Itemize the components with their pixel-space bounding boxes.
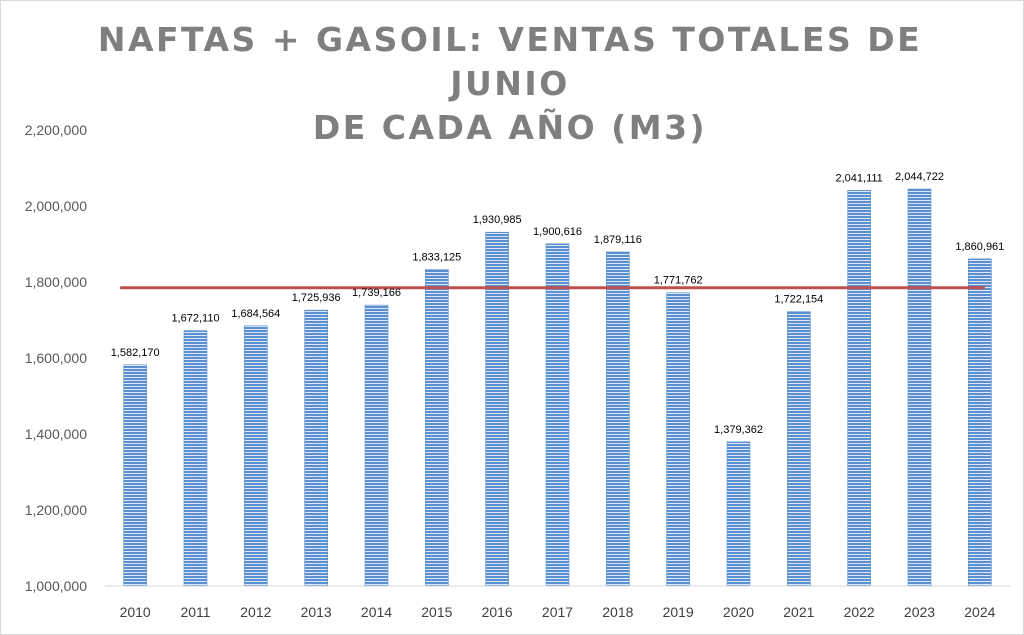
- y-tick-label: 1,600,000: [25, 350, 87, 366]
- y-tick-label: 1,000,000: [25, 578, 87, 594]
- x-tick-label: 2020: [723, 604, 754, 620]
- x-tick-label: 2019: [663, 604, 694, 620]
- data-label: 1,900,616: [533, 226, 582, 238]
- data-label: 1,771,762: [654, 275, 703, 287]
- x-tick-label: 2011: [180, 604, 210, 620]
- bar: [123, 364, 147, 587]
- bar: [425, 269, 449, 587]
- data-label: 1,582,170: [111, 347, 160, 359]
- bar: [666, 292, 690, 587]
- bars: [123, 188, 992, 587]
- data-label: 1,379,362: [714, 424, 763, 436]
- y-tick-label: 2,000,000: [25, 198, 87, 214]
- bar: [244, 325, 268, 587]
- bar: [968, 258, 992, 587]
- data-label: 1,684,564: [231, 308, 280, 320]
- bar: [364, 304, 389, 587]
- bar: [787, 311, 811, 587]
- x-tick-label: 2010: [120, 604, 151, 620]
- data-label: 2,044,722: [895, 171, 944, 183]
- chart-title-line-1: NAFTAS + GASOIL: VENTAS TOTALES DE JUNIO: [97, 20, 923, 103]
- x-tick-label: 2015: [421, 604, 452, 620]
- data-label: 1,860,961: [955, 241, 1004, 253]
- data-labels: 1,582,170 1,672,110 1,684,564 1,725,936 1,73…: [111, 171, 1005, 436]
- x-tick-label: 2021: [783, 604, 814, 620]
- x-tick-label: 2023: [904, 604, 935, 620]
- data-label: 1,833,125: [412, 251, 461, 263]
- x-tick-label: 2013: [301, 604, 332, 620]
- x-tick-label: 2012: [240, 604, 271, 620]
- y-axis: 1,000,000 1,200,000 1,400,000 1,600,000 1,80…: [25, 122, 87, 594]
- data-label: 2,041,111: [836, 172, 883, 184]
- x-tick-label: 2014: [361, 604, 392, 620]
- x-tick-label: 2022: [844, 604, 875, 620]
- bar: [847, 190, 871, 587]
- bar: [907, 188, 932, 587]
- x-tick-label: 2018: [602, 604, 633, 620]
- data-label: 1,672,110: [171, 313, 219, 325]
- data-label: 1,879,116: [594, 234, 642, 246]
- x-tick-label: 2016: [482, 604, 513, 620]
- chart-title: NAFTAS + GASOIL: VENTAS TOTALES DE JUNIO…: [80, 18, 940, 150]
- chart-title-line-2: DE CADA AÑO (M3): [312, 108, 708, 147]
- bar: [726, 441, 751, 587]
- y-tick-label: 1,400,000: [25, 426, 87, 442]
- data-label: 1,725,936: [292, 292, 341, 304]
- bar: [545, 243, 570, 587]
- data-label: 1,930,985: [473, 214, 522, 226]
- bar: [606, 251, 630, 587]
- y-tick-label: 2,200,000: [25, 122, 87, 138]
- data-label: 1,739,166: [352, 287, 401, 299]
- bar: [304, 309, 328, 587]
- x-tick-label: 2024: [964, 604, 995, 620]
- y-tick-label: 1,800,000: [25, 274, 87, 290]
- x-axis: 2010 2011 2012 2013 2014 2015 2016 2017 2018 2019…: [105, 585, 1010, 620]
- bar: [485, 231, 509, 587]
- data-label: 1,722,154: [774, 294, 823, 306]
- x-tick-label: 2017: [542, 604, 573, 620]
- y-tick-label: 1,200,000: [25, 502, 87, 518]
- bar: [183, 330, 208, 587]
